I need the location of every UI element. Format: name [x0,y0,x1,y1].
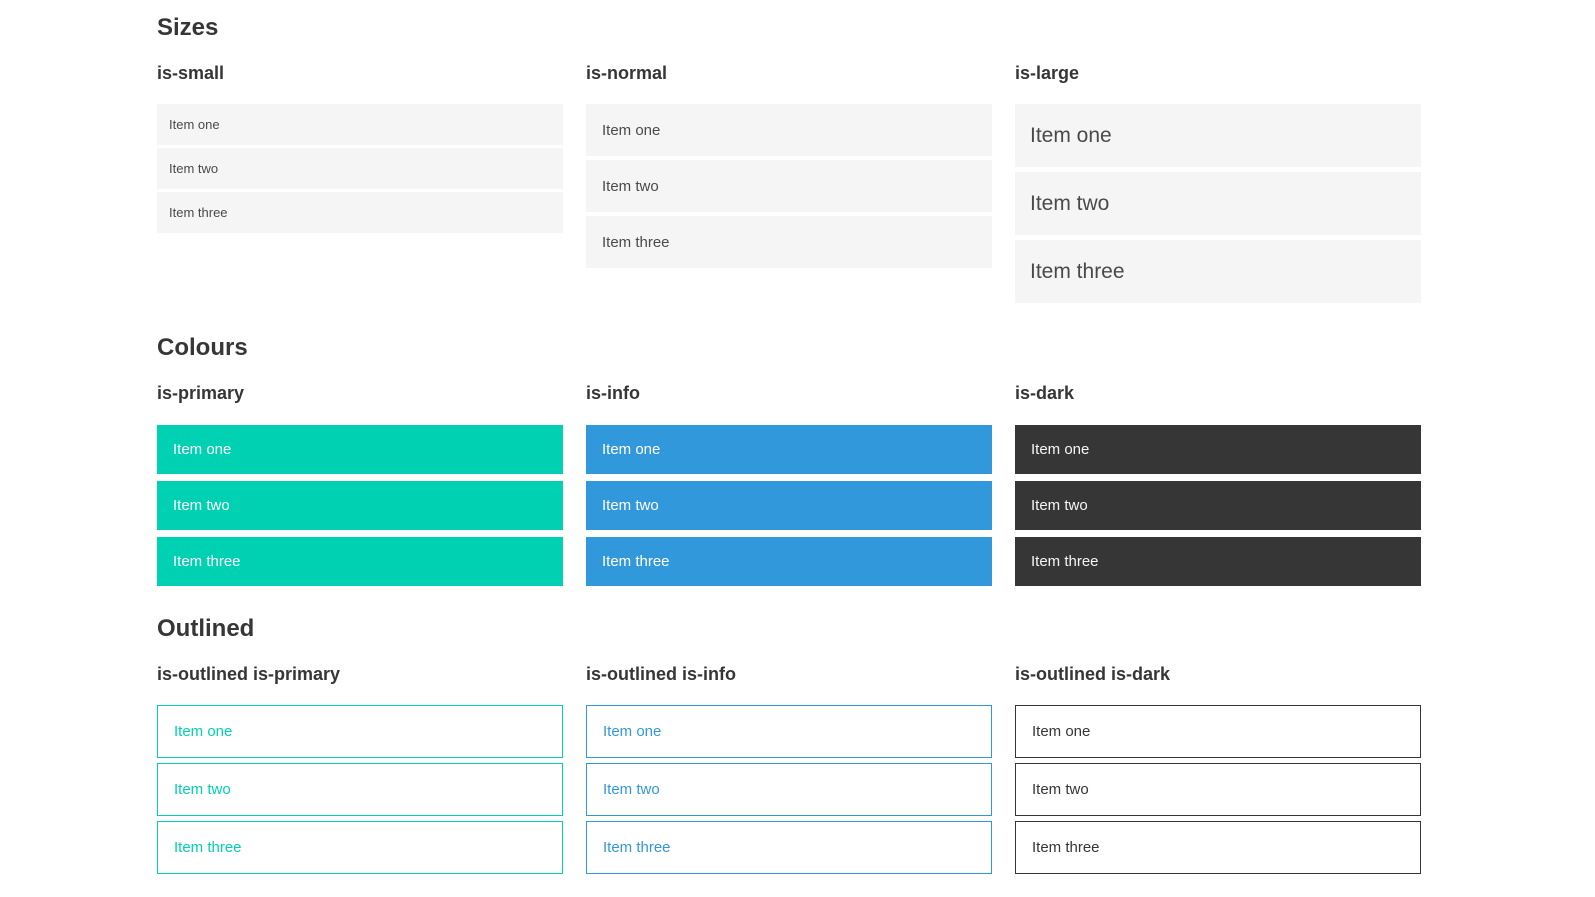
list-item[interactable]: Item three [1015,536,1421,586]
group-heading-is-primary: is-primary [157,383,245,404]
list-item[interactable]: Item three [1015,821,1421,875]
list-item[interactable]: Item one [1015,424,1421,474]
list-item[interactable]: Item two [1015,480,1421,530]
group-is-small: is-small Item one Item two Item three [157,43,563,234]
group-heading-is-normal: is-normal [586,62,668,83]
group-heading-is-large: is-large [1015,62,1080,83]
group-is-outlined-is-info: is-outlined is-info Item one Item two It… [586,644,992,875]
list-item[interactable]: Item three [1015,240,1421,304]
list-item[interactable]: Item one [1015,705,1421,759]
list-item[interactable]: Item three [157,821,563,875]
list-item[interactable]: Item one [157,705,563,759]
section-outlined: Outlined is-outlined is-primary Item one… [157,586,1421,875]
list-item[interactable]: Item one [586,104,992,157]
group-heading-is-outlined-is-dark: is-outlined is-dark [1015,663,1171,684]
list-item[interactable]: Item one [157,104,563,146]
list-is-outlined-is-info: Item one Item two Item three [586,705,992,875]
list-item[interactable]: Item one [586,705,992,759]
list-item[interactable]: Item three [586,821,992,875]
colours-grid: is-primary Item one Item two Item three … [157,363,1421,586]
list-is-info: Item one Item two Item three [586,424,992,586]
section-colours: Colours is-primary Item one Item two Ite… [157,303,1421,586]
list-item[interactable]: Item one [1015,104,1421,168]
list-item[interactable]: Item two [586,480,992,530]
group-is-primary: is-primary Item one Item two Item three [157,363,563,586]
group-heading-is-info: is-info [586,383,640,404]
group-is-normal: is-normal Item one Item two Item three [586,43,992,269]
outlined-grid: is-outlined is-primary Item one Item two… [157,644,1421,875]
group-heading-is-outlined-is-info: is-outlined is-info [586,663,736,684]
section-title-colours: Colours [157,334,248,362]
group-heading-is-small: is-small [157,62,225,83]
list-item[interactable]: Item two [1015,172,1421,236]
list-is-outlined-is-dark: Item one Item two Item three [1015,705,1421,875]
list-item[interactable]: Item two [586,763,992,817]
list-item[interactable]: Item two [157,763,563,817]
sizes-grid: is-small Item one Item two Item three is… [157,43,1421,304]
list-is-dark: Item one Item two Item three [1015,424,1421,586]
group-heading-is-outlined-is-primary: is-outlined is-primary [157,663,341,684]
list-item[interactable]: Item two [586,160,992,213]
list-item[interactable]: Item three [586,216,992,269]
list-item[interactable]: Item three [586,536,992,586]
group-is-dark: is-dark Item one Item two Item three [1015,363,1421,586]
list-is-small: Item one Item two Item three [157,104,563,234]
group-is-outlined-is-dark: is-outlined is-dark Item one Item two It… [1015,644,1421,875]
group-is-outlined-is-primary: is-outlined is-primary Item one Item two… [157,644,563,875]
list-is-normal: Item one Item two Item three [586,104,992,269]
list-is-large: Item one Item two Item three [1015,104,1421,304]
list-is-primary: Item one Item two Item three [157,424,563,586]
group-heading-is-dark: is-dark [1015,383,1075,404]
list-item[interactable]: Item three [157,536,563,586]
group-is-info: is-info Item one Item two Item three [586,363,992,586]
list-item[interactable]: Item two [1015,763,1421,817]
section-sizes: Sizes is-small Item one Item two Item th… [157,0,1421,304]
list-is-outlined-is-primary: Item one Item two Item three [157,705,563,875]
list-item[interactable]: Item three [157,192,563,234]
section-title-sizes: Sizes [157,14,219,41]
list-item[interactable]: Item two [157,148,563,190]
section-title-outlined: Outlined [157,614,255,642]
list-item[interactable]: Item two [157,480,563,530]
group-is-large: is-large Item one Item two Item three [1015,43,1421,304]
list-item[interactable]: Item one [157,424,563,474]
list-item[interactable]: Item one [586,424,992,474]
